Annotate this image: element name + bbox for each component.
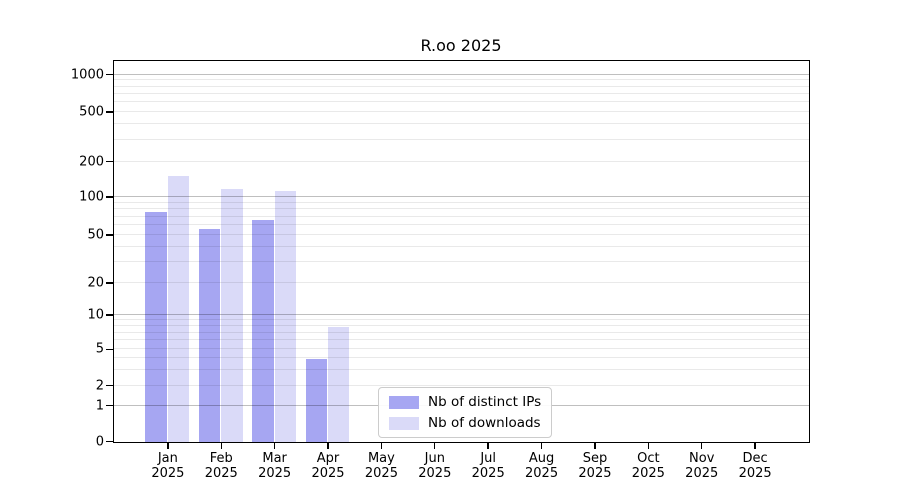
y-tick-mark (106, 405, 113, 407)
y-tick-label: 0 (95, 434, 104, 449)
y-tick-mark (106, 440, 113, 443)
legend-swatch-downloads (389, 416, 419, 430)
x-tick-mark (754, 443, 756, 449)
x-tick-mark (487, 443, 489, 449)
x-tick-label: Mar 2025 (258, 451, 292, 481)
x-tick-mark (701, 443, 703, 449)
y-tick-mark (106, 348, 113, 350)
bar-distinct-ips-feb (198, 229, 221, 442)
bar-downloads-mar (274, 190, 297, 442)
y-tick-label: 20 (87, 275, 104, 291)
y-tick-label: 50 (87, 227, 104, 243)
x-tick-label: Feb 2025 (204, 451, 238, 481)
y-tick-label: 10 (87, 307, 104, 323)
y-tick-mark (106, 234, 113, 236)
y-tick-mark (106, 282, 113, 284)
x-tick-label: May 2025 (364, 451, 398, 481)
y-tick-mark (106, 161, 113, 163)
legend-swatch-distinct-ips (389, 395, 419, 409)
x-tick-mark (647, 443, 650, 449)
y-tick-label: 500 (79, 104, 104, 120)
bars-layer (114, 61, 809, 442)
y-tick-mark (106, 196, 113, 198)
bar-downloads-apr (328, 326, 350, 442)
x-tick-label: Sep 2025 (578, 451, 612, 481)
legend-item-distinct-ips: Nb of distinct IPs (389, 394, 541, 410)
y-tick-mark (106, 314, 113, 316)
y-tick-mark (106, 111, 113, 113)
bar-distinct-ips-jan (145, 211, 167, 442)
bar-distinct-ips-apr (305, 358, 328, 442)
bar-downloads-jan (167, 175, 190, 442)
x-tick-mark (380, 443, 383, 449)
y-tick-label: 5 (95, 341, 104, 357)
legend-label-distinct-ips: Nb of distinct IPs (428, 394, 542, 410)
x-tick-mark (594, 443, 596, 449)
x-tick-label: Jan 2025 (151, 451, 185, 481)
chart-title: R.oo 2025 (420, 36, 502, 55)
y-tick-label: 200 (79, 154, 104, 170)
legend-label-downloads: Nb of downloads (428, 415, 541, 431)
x-tick-mark (273, 443, 276, 449)
x-tick-mark (167, 443, 169, 449)
x-tick-mark (220, 443, 222, 449)
bar-distinct-ips-mar (252, 220, 274, 442)
plot-area: Nb of distinct IPs Nb of downloads (113, 60, 810, 443)
y-tick-mark (106, 384, 113, 387)
x-tick-label: Jul 2025 (471, 451, 505, 481)
x-tick-label: Aug 2025 (525, 451, 559, 481)
x-tick-mark (540, 443, 543, 449)
x-tick-label: Apr 2025 (311, 451, 345, 481)
y-tick-label: 2 (95, 378, 104, 394)
x-tick-label: Dec 2025 (738, 451, 772, 481)
x-tick-mark (327, 443, 329, 449)
x-tick-label: Jun 2025 (418, 451, 452, 481)
bar-downloads-feb (221, 189, 243, 442)
y-tick-label: 1 (95, 398, 104, 414)
x-tick-label: Oct 2025 (631, 451, 665, 481)
legend: Nb of distinct IPs Nb of downloads (378, 387, 553, 438)
y-tick-mark (106, 73, 113, 76)
y-tick-label: 1000 (70, 67, 104, 83)
y-tick-label: 100 (79, 189, 104, 205)
x-tick-mark (434, 443, 436, 449)
legend-item-downloads: Nb of downloads (389, 415, 541, 431)
x-tick-label: Nov 2025 (685, 451, 719, 481)
